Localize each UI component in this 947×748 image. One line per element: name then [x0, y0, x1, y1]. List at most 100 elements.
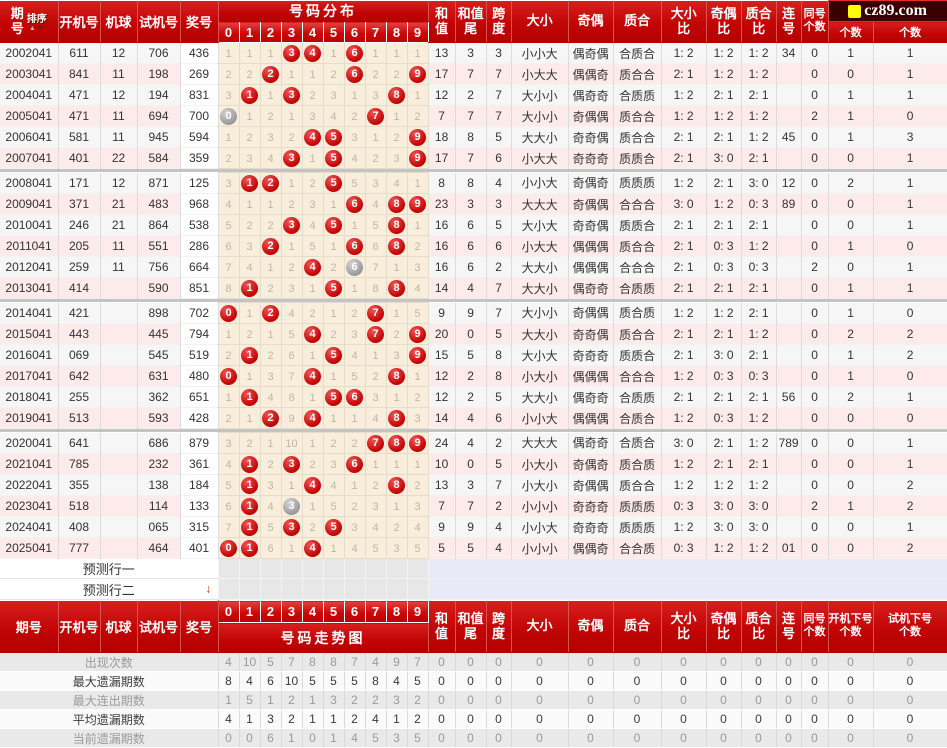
sort-up-icon[interactable]: ▲ [28, 25, 37, 33]
sort-control[interactable]: 排序 ▲▼ [27, 10, 47, 32]
column-header: 奇偶 [568, 0, 614, 43]
distribution-cell: 1 [280, 63, 303, 85]
parity-pattern-cell: 偶偶偶 [568, 407, 614, 429]
machine-ball-cell: 11 [100, 63, 138, 85]
sort-down-icon[interactable]: ▼ [36, 25, 45, 33]
prediction-grid-cell[interactable] [385, 578, 408, 600]
digit-header-9: 9 [406, 600, 429, 623]
distribution-cell: 3 [343, 126, 366, 148]
digit-header-5: 5 [322, 600, 345, 623]
stat-value-cell: 0 [776, 709, 802, 729]
sum-tail-cell: 8 [455, 172, 487, 194]
prediction-grid-cell[interactable] [322, 578, 345, 600]
stat-value-cell: 1 [323, 709, 345, 729]
miss-count: 4 [372, 199, 379, 211]
number-ball: 3 [283, 518, 300, 536]
column-header-line: 奇偶 [710, 5, 737, 21]
distribution-cell: 1 [259, 256, 282, 278]
distribution-cell: 3 [364, 495, 387, 517]
prediction-grid-cell[interactable] [343, 558, 366, 579]
miss-count: 1 [372, 459, 379, 471]
prediction-grid-cell[interactable] [301, 578, 324, 600]
header-machine-no: 开机号 [58, 0, 101, 43]
machine-next-count-cell: 1 [828, 84, 874, 106]
size-pattern-cell: 小小大 [511, 42, 569, 64]
prediction-grid-cell[interactable] [280, 578, 303, 600]
site-logo[interactable]: cz89.com [827, 0, 947, 22]
prediction-grid-cell[interactable] [259, 578, 282, 600]
machine-next-count-cell: 1 [828, 344, 874, 366]
stat-value-cell: 5 [323, 671, 345, 691]
column-header-line: 质合 [623, 618, 650, 634]
consecutive-cell [776, 474, 802, 496]
prime-pattern-cell: 质质质 [613, 172, 662, 194]
prediction-grid-cell[interactable] [322, 558, 345, 579]
miss-count: 3 [372, 392, 379, 404]
stat-value-cell: 3 [260, 709, 282, 729]
prediction-grid-cell[interactable] [406, 578, 429, 600]
prediction-grid-cell[interactable] [406, 558, 429, 579]
size-pattern-cell: 大大大 [511, 432, 569, 454]
distribution-cell: 1 [217, 126, 240, 148]
miss-count: 2 [372, 480, 379, 492]
distribution-cell: 6 [217, 495, 240, 517]
prediction-grid-cell[interactable] [238, 558, 261, 579]
prediction-grid-cell[interactable] [217, 578, 240, 600]
miss-count: 1 [330, 543, 337, 555]
number-ball: 8 [388, 216, 405, 234]
distribution-cell: 5 [406, 302, 429, 324]
miss-count: 1 [225, 392, 232, 404]
parity-ratio-cell: 1: 2 [706, 193, 742, 215]
distribution-cell: 6 [343, 453, 366, 475]
prediction-grid-cell[interactable] [343, 578, 366, 600]
test-no-cell: 194 [137, 84, 181, 106]
stat-value-cell: 0 [661, 728, 707, 748]
prediction-grid-cell[interactable] [238, 578, 261, 600]
prediction-input-cell[interactable]: 预测行二 ↓ [0, 578, 218, 600]
sum-tail-cell: 6 [455, 256, 487, 278]
period-cell: 2024041 [0, 516, 59, 538]
prediction-dropdown-arrow-icon[interactable]: ↓ [205, 581, 212, 596]
size-pattern-cell: 大大小 [511, 256, 569, 278]
prediction-input-cell[interactable]: 预测行一 [0, 558, 218, 579]
prediction-grid-cell[interactable] [259, 558, 282, 579]
prediction-label: 预测行一 [82, 562, 135, 577]
size-ratio-cell: 1: 2 [661, 516, 707, 538]
miss-count: 4 [267, 501, 274, 513]
machine-no-cell: 408 [58, 516, 101, 538]
distribution-cell: 2 [259, 453, 282, 475]
stat-value-cell: 0 [428, 690, 456, 710]
column-header-line: 尾 [464, 21, 478, 37]
prediction-grid-cell[interactable] [280, 558, 303, 579]
prediction-grid-cell[interactable] [385, 558, 408, 579]
distribution-cell: 8 [385, 84, 408, 106]
prediction-grid-cell[interactable] [301, 558, 324, 579]
column-header: 和值尾 [455, 600, 487, 653]
distribution-cell: 5 [322, 277, 345, 299]
stat-value-cell: 1 [323, 728, 345, 748]
distribution-cell: 5 [343, 172, 366, 194]
parity-pattern-cell: 奇偶奇 [568, 453, 614, 475]
stat-value-cell: 7 [407, 652, 429, 672]
stat-value-cell: 0 [801, 728, 829, 748]
period-cell: 2002041 [0, 42, 59, 64]
span-cell: 4 [486, 516, 512, 538]
prediction-grid-cell[interactable] [364, 558, 387, 579]
distribution-cell: 1 [322, 302, 345, 324]
distribution-cell: 3 [217, 172, 240, 194]
size-pattern-cell: 大小小 [511, 84, 569, 106]
distribution-cell: 4 [364, 516, 387, 538]
size-ratio-cell: 2: 1 [661, 63, 707, 85]
same-count-cell: 0 [801, 126, 829, 148]
period-cell: 2013041 [0, 277, 59, 299]
prize-no-cell: 133 [180, 495, 219, 517]
distribution-cell: 5 [301, 235, 324, 257]
prediction-grid-cell[interactable] [364, 578, 387, 600]
digit-header-4: 4 [301, 21, 324, 43]
size-ratio-cell: 3: 0 [661, 193, 707, 215]
size-pattern-cell: 小大大 [511, 235, 569, 257]
number-ball: 1 [241, 388, 258, 406]
prediction-grid-cell[interactable] [217, 558, 240, 579]
prime-ratio-cell: 1: 2 [741, 235, 777, 257]
miss-count: 2 [330, 69, 337, 81]
